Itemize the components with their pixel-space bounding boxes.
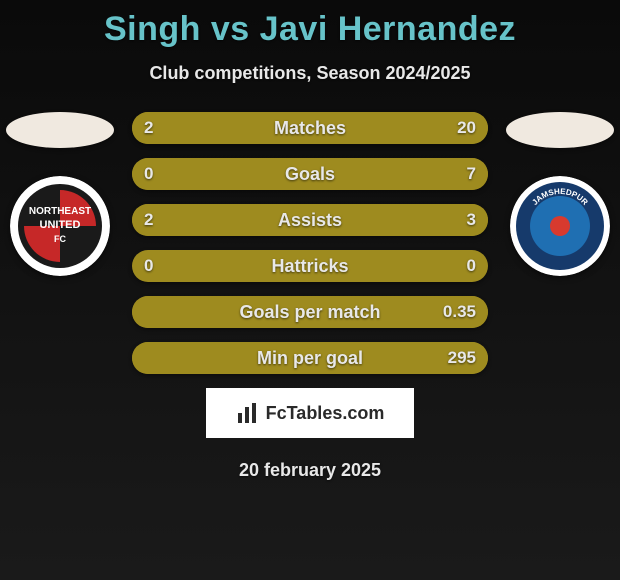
stat-bar-right xyxy=(132,158,488,190)
stat-bar-right xyxy=(132,296,488,328)
svg-text:NORTHEAST: NORTHEAST xyxy=(29,206,91,217)
crest-left: NORTHEAST UNITED FC xyxy=(10,176,110,276)
stat-row: Goals per match0.35 xyxy=(132,296,488,328)
stat-bar-right xyxy=(274,204,488,236)
stat-row: Min per goal295 xyxy=(132,342,488,374)
chart-icon xyxy=(236,401,260,425)
brand-text: FcTables.com xyxy=(266,403,385,424)
left-player-column: NORTHEAST UNITED FC xyxy=(0,112,120,276)
stats-list: Matches220 Goals07 Assists23 Hattricks0 0 Goa… xyxy=(132,112,488,374)
svg-text:FC: FC xyxy=(54,234,66,244)
player-left-avatar-placeholder xyxy=(6,112,114,148)
right-player-column: JAMSHEDPUR xyxy=(500,112,620,276)
stat-value-left: 0 xyxy=(144,250,153,282)
content-area: NORTHEAST UNITED FC JAMSHEDPUR xyxy=(0,112,620,374)
stat-value-right: 0 xyxy=(467,250,476,282)
stat-row: Assists23 xyxy=(132,204,488,236)
player-right-avatar-placeholder xyxy=(506,112,614,148)
date-line: 20 february 2025 xyxy=(0,460,620,481)
svg-text:UNITED: UNITED xyxy=(40,219,81,231)
stat-bar-right xyxy=(132,342,488,374)
brand-box: FcTables.com xyxy=(206,388,414,438)
subtitle: Club competitions, Season 2024/2025 xyxy=(0,63,620,84)
stat-row: Hattricks0 0 xyxy=(132,250,488,282)
stat-label: Hattricks xyxy=(132,250,488,282)
crest-right-svg: JAMSHEDPUR xyxy=(510,176,610,276)
stat-row: Matches220 xyxy=(132,112,488,144)
stat-bar-right xyxy=(164,112,488,144)
infographic-root: Singh vs Javi Hernandez Club competition… xyxy=(0,0,620,580)
stat-bar-left xyxy=(132,112,164,144)
crest-right: JAMSHEDPUR xyxy=(510,176,610,276)
crest-left-svg: NORTHEAST UNITED FC xyxy=(10,176,110,276)
stat-bar-left xyxy=(132,204,274,236)
stat-row: Goals07 xyxy=(132,158,488,190)
page-title: Singh vs Javi Hernandez xyxy=(0,0,620,49)
